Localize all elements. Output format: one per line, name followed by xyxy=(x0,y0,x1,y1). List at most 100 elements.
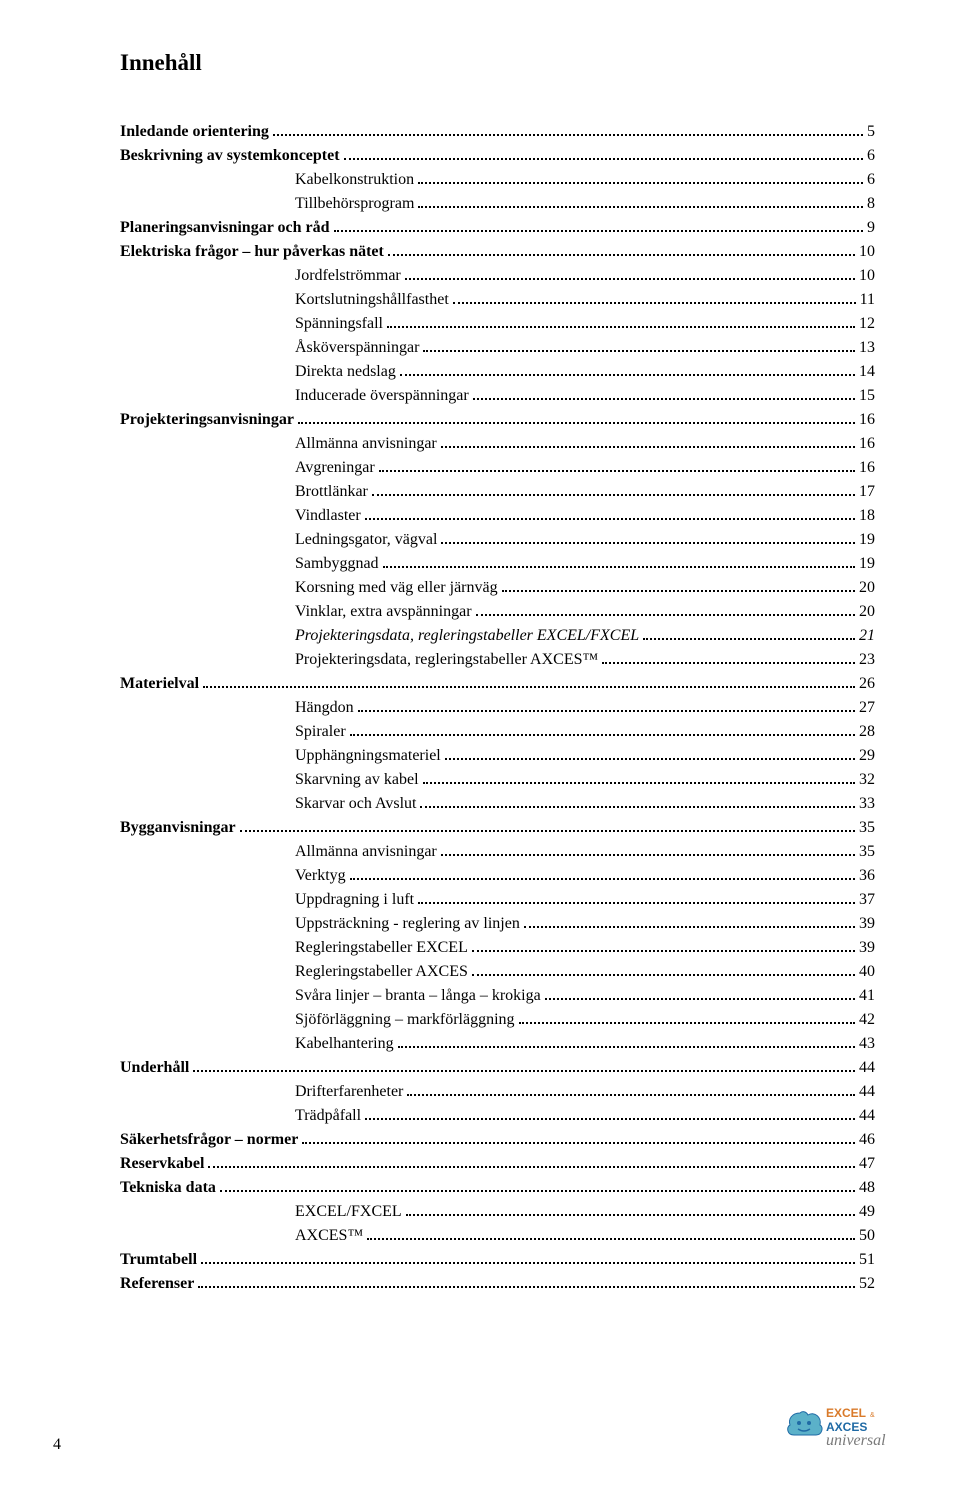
toc-entry-page: 16 xyxy=(859,432,875,456)
toc-entry-page: 35 xyxy=(859,816,875,840)
toc-entry-page: 28 xyxy=(859,720,875,744)
toc-entry-label: Spänningsfall xyxy=(295,312,383,336)
toc-entry: Underhåll 44 xyxy=(120,1056,875,1080)
toc-entry-label: Spiraler xyxy=(295,720,346,744)
toc-entry-label: Kortslutningshållfasthet xyxy=(295,288,449,312)
toc-leader-dots xyxy=(387,326,855,328)
toc-leader-dots xyxy=(441,446,855,448)
toc-entry-label: Vinklar, extra avspänningar xyxy=(295,600,472,624)
toc-entry: Korsning med väg eller järnväg20 xyxy=(120,576,875,600)
toc-entry-label: Materielval xyxy=(120,672,199,696)
toc-leader-dots xyxy=(473,398,855,400)
toc-entry-label: Uppdragning i luft xyxy=(295,888,414,912)
toc-entry: Inledande orientering5 xyxy=(120,120,875,144)
toc-entry-label: Avgreningar xyxy=(295,456,375,480)
toc-entry-page: 29 xyxy=(859,744,875,768)
toc-leader-dots xyxy=(423,782,855,784)
toc-entry-page: 26 xyxy=(859,672,875,696)
toc-leader-dots xyxy=(420,806,855,808)
toc-entry-page: 51 xyxy=(859,1248,875,1272)
toc-entry-label: Sjöförläggning – markförläggning xyxy=(295,1008,515,1032)
toc-entry: Upphängningsmateriel29 xyxy=(120,744,875,768)
toc-entry-page: 10 xyxy=(859,240,875,264)
toc-entry-page: 12 xyxy=(859,312,875,336)
toc-leader-dots xyxy=(298,422,855,424)
toc-entry-label: Elektriska frågor – hur påverkas nätet xyxy=(120,240,384,264)
toc-leader-dots xyxy=(418,182,863,184)
toc-entry-page: 44 xyxy=(859,1104,875,1128)
toc-entry-label: Åsköverspänningar xyxy=(295,336,419,360)
toc-entry: EXCEL/FXCEL49 xyxy=(120,1200,875,1224)
toc-entry-label: Referenser xyxy=(120,1272,194,1296)
toc-leader-dots xyxy=(445,758,855,760)
toc-entry: Beskrivning av systemkonceptet6 xyxy=(120,144,875,168)
toc-entry-label: Allmänna anvisningar xyxy=(295,840,437,864)
toc-entry-label: Projekteringsdata, regleringstabeller AX… xyxy=(295,648,598,672)
toc-leader-dots xyxy=(453,302,856,304)
toc-entry: Projekteringsdata, regleringstabeller AX… xyxy=(120,648,875,672)
toc-entry-label: Reservkabel xyxy=(120,1152,204,1176)
toc-entry-page: 20 xyxy=(859,600,875,624)
toc-entry-page: 14 xyxy=(859,360,875,384)
toc-entry: Uppsträckning - reglering av linjen39 xyxy=(120,912,875,936)
toc-leader-dots xyxy=(519,1022,855,1024)
toc-entry-page: 48 xyxy=(859,1176,875,1200)
toc-entry-page: 41 xyxy=(859,984,875,1008)
toc-entry: Brottlänkar17 xyxy=(120,480,875,504)
toc-leader-dots xyxy=(405,278,855,280)
toc-entry: Tekniska data 48 xyxy=(120,1176,875,1200)
toc-entry-label: Hängdon xyxy=(295,696,354,720)
toc-entry: Avgreningar 16 xyxy=(120,456,875,480)
toc-leader-dots xyxy=(383,566,855,568)
toc-leader-dots xyxy=(524,926,855,928)
toc-entry-label: Underhåll xyxy=(120,1056,189,1080)
toc-entry-page: 39 xyxy=(859,912,875,936)
toc-entry: Materielval 26 xyxy=(120,672,875,696)
toc-leader-dots xyxy=(379,470,855,472)
toc-leader-dots xyxy=(240,830,855,832)
toc-entry-page: 37 xyxy=(859,888,875,912)
toc-entry-label: Tillbehörsprogram xyxy=(295,192,414,216)
toc-entry: Bygganvisningar35 xyxy=(120,816,875,840)
toc-entry-label: Allmänna anvisningar xyxy=(295,432,437,456)
toc-entry-label: Sambyggnad xyxy=(295,552,379,576)
toc-entry: AXCES™50 xyxy=(120,1224,875,1248)
toc-entry-page: 20 xyxy=(859,576,875,600)
toc-entry-page: 44 xyxy=(859,1056,875,1080)
toc-entry-page: 35 xyxy=(859,840,875,864)
toc-entry: Vindlaster 18 xyxy=(120,504,875,528)
toc-leader-dots xyxy=(203,686,855,688)
toc-leader-dots xyxy=(220,1190,855,1192)
toc-entry-page: 33 xyxy=(859,792,875,816)
toc-entry-page: 52 xyxy=(859,1272,875,1296)
toc-entry-page: 6 xyxy=(867,168,875,192)
toc-leader-dots xyxy=(372,494,855,496)
toc-entry-page: 46 xyxy=(859,1128,875,1152)
toc-entry-page: 18 xyxy=(859,504,875,528)
toc-leader-dots xyxy=(418,902,855,904)
toc-entry-page: 49 xyxy=(859,1200,875,1224)
toc-entry: Regleringstabeller EXCEL39 xyxy=(120,936,875,960)
toc-entry: Projekteringsdata, regleringstabeller EX… xyxy=(120,624,875,648)
toc-leader-dots xyxy=(418,206,863,208)
toc-entry: Inducerade överspänningar15 xyxy=(120,384,875,408)
toc-leader-dots xyxy=(643,638,855,640)
toc-entry-page: 44 xyxy=(859,1080,875,1104)
toc-entry-page: 21 xyxy=(859,624,875,648)
toc-leader-dots xyxy=(208,1166,855,1168)
toc-entry: Verktyg36 xyxy=(120,864,875,888)
toc-leader-dots xyxy=(358,710,855,712)
toc-entry-label: Projekteringsanvisningar xyxy=(120,408,294,432)
toc-entry-label: Jordfelströmmar xyxy=(295,264,401,288)
toc-entry: Reservkabel47 xyxy=(120,1152,875,1176)
toc-entry-page: 8 xyxy=(867,192,875,216)
toc-entry: Skarvar och Avslut33 xyxy=(120,792,875,816)
logo-excel-text: EXCEL xyxy=(826,1406,866,1420)
toc-entry-label: Tekniska data xyxy=(120,1176,216,1200)
toc-leader-dots xyxy=(344,158,863,160)
toc-entry-page: 16 xyxy=(859,408,875,432)
toc-entry-page: 16 xyxy=(859,456,875,480)
table-of-contents: Inledande orientering5Beskrivning av sys… xyxy=(120,120,875,1296)
toc-entry-label: Vindlaster xyxy=(295,504,361,528)
toc-entry-page: 42 xyxy=(859,1008,875,1032)
